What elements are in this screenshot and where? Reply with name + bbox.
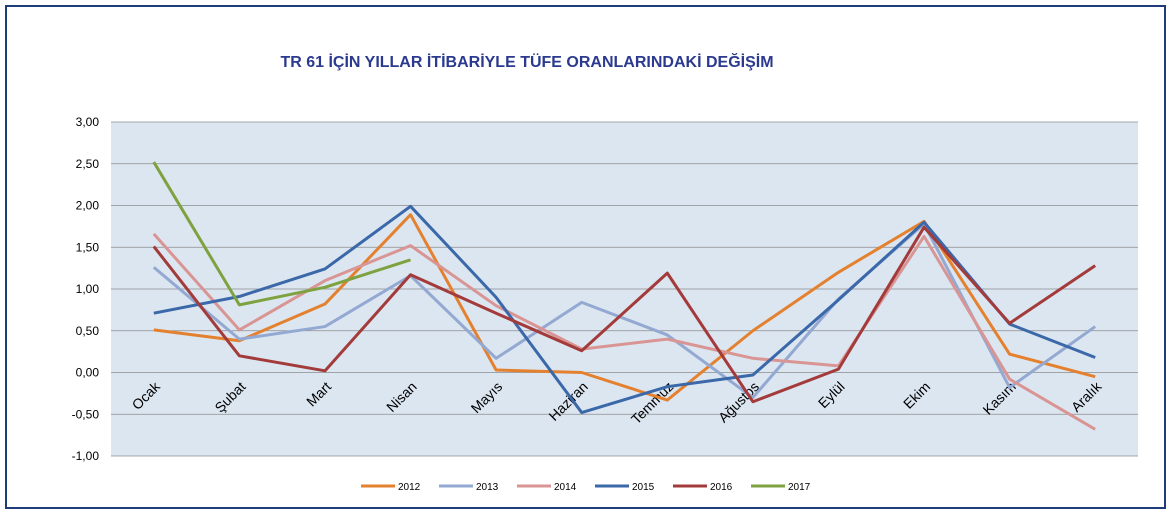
y-tick-label: 3,00	[76, 115, 100, 129]
legend-label: 2015	[632, 482, 655, 493]
data-line	[153, 204, 1096, 415]
data-line	[152, 222, 1097, 400]
y-tick-label: 0,50	[76, 324, 100, 338]
y-tick-label: -0,50	[72, 407, 100, 421]
legend-label: 2016	[710, 482, 733, 493]
y-tick-label: 1,00	[76, 282, 100, 296]
legend-label: 2014	[554, 482, 577, 493]
y-tick-label: 2,00	[76, 199, 100, 213]
legend-label: 2013	[476, 482, 499, 493]
legend-label: 2012	[398, 482, 421, 493]
y-tick-label: 2,50	[76, 157, 100, 171]
y-tick-label: -1,00	[72, 449, 100, 463]
legend-label: 2017	[788, 482, 811, 493]
y-tick-label: 0,00	[76, 366, 100, 380]
data-line	[152, 161, 412, 307]
y-tick-label: 1,50	[76, 240, 100, 254]
data-line	[152, 225, 1097, 404]
chart-title: TR 61 İÇİN YILLAR İTİBARİYLE TÜFE ORANLA…	[280, 52, 773, 71]
